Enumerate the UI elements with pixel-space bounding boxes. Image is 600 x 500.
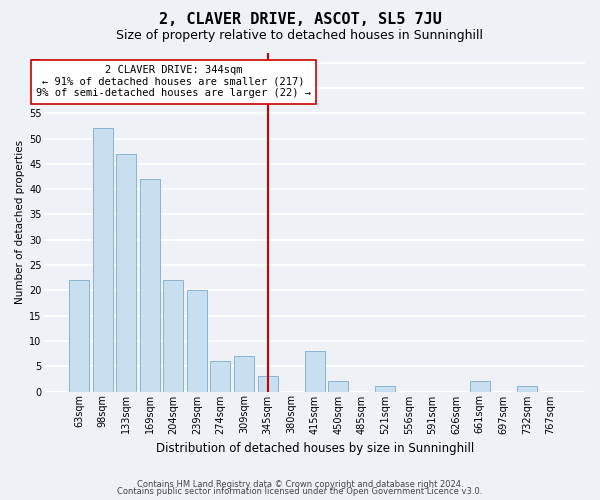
Bar <box>305 351 325 392</box>
X-axis label: Distribution of detached houses by size in Sunninghill: Distribution of detached houses by size … <box>155 442 474 455</box>
Bar <box>163 280 184 392</box>
Bar <box>92 128 113 392</box>
Bar <box>470 382 490 392</box>
Bar <box>376 386 395 392</box>
Text: Contains HM Land Registry data © Crown copyright and database right 2024.: Contains HM Land Registry data © Crown c… <box>137 480 463 489</box>
Bar <box>328 382 349 392</box>
Text: 2, CLAVER DRIVE, ASCOT, SL5 7JU: 2, CLAVER DRIVE, ASCOT, SL5 7JU <box>158 12 442 28</box>
Text: Size of property relative to detached houses in Sunninghill: Size of property relative to detached ho… <box>116 29 484 42</box>
Bar <box>140 179 160 392</box>
Y-axis label: Number of detached properties: Number of detached properties <box>15 140 25 304</box>
Text: 2 CLAVER DRIVE: 344sqm
← 91% of detached houses are smaller (217)
9% of semi-det: 2 CLAVER DRIVE: 344sqm ← 91% of detached… <box>36 65 311 98</box>
Bar <box>187 290 207 392</box>
Bar <box>69 280 89 392</box>
Bar <box>517 386 537 392</box>
Bar <box>116 154 136 392</box>
Text: Contains public sector information licensed under the Open Government Licence v3: Contains public sector information licen… <box>118 488 482 496</box>
Bar <box>257 376 278 392</box>
Bar <box>234 356 254 392</box>
Bar <box>211 361 230 392</box>
